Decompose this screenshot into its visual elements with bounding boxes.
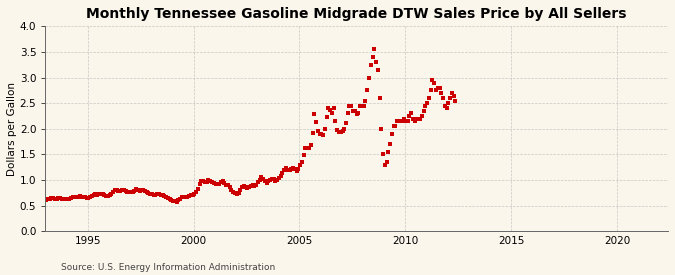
Text: Source: U.S. Energy Information Administration: Source: U.S. Energy Information Administ…: [61, 263, 275, 272]
Y-axis label: Dollars per Gallon: Dollars per Gallon: [7, 82, 17, 176]
Title: Monthly Tennessee Gasoline Midgrade DTW Sales Price by All Sellers: Monthly Tennessee Gasoline Midgrade DTW …: [86, 7, 627, 21]
